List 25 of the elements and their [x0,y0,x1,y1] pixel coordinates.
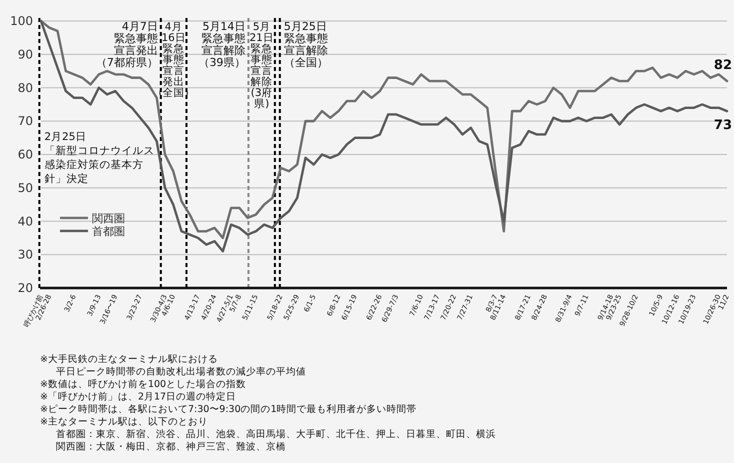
text: 関西圏：大阪・梅田、京都、神戸三宮、難波、京橋 [56,440,286,452]
y-tick-label: 30 [18,248,33,262]
annotation: 5月21日緊急事態宣言解除(3府県) [249,21,274,110]
text: ※ピーク時間帯は、各駅において7:30〜9:30の間の1時間で最も利用者が多い時間帯 [40,403,417,415]
text: ※「呼びかけ前」は、2月17日の週の特定日 [40,390,236,402]
text: 首都圏：東京、新宿、渋谷、品川、池袋、高田馬場、大手町、北千住、押上、日暮里、町田、横浜 [56,428,496,440]
y-tick-label: 60 [18,148,33,162]
legend-label: 首都圏 [92,224,125,238]
data-label: 82 [714,58,732,74]
text: ※大手民鉄の主なターミナル駅における平日ピーク時間帯の自動改札出場者数の減少率の平均値 [40,353,306,378]
annotation: 4月7日緊急事態宣言発出（7都府県） [96,20,158,69]
y-tick-label: 20 [18,281,33,295]
y-tick-label: 50 [18,180,33,195]
data-label: 73 [714,118,732,134]
annotation: 5月14日緊急事態宣言解除（39県） [198,20,246,69]
legend-label: 関西圏 [92,212,125,225]
text: ※主なターミナル駅は、以下のとおり [40,416,208,428]
text: ※数値は、呼びかけ前を100とした場合の指数 [40,378,246,390]
y-tick-label: 80 [18,80,33,95]
y-tick-label: 100 [10,14,33,28]
y-tick-label: 70 [18,114,33,128]
annotation: 5月25日緊急事態宣言解除（全国） [284,20,328,69]
y-tick-label: 90 [18,47,33,62]
y-tick-label: 40 [18,214,33,228]
annotation: 2月25日「新型コロナウイルス感染症対策の基本方針」決定 [44,131,154,185]
